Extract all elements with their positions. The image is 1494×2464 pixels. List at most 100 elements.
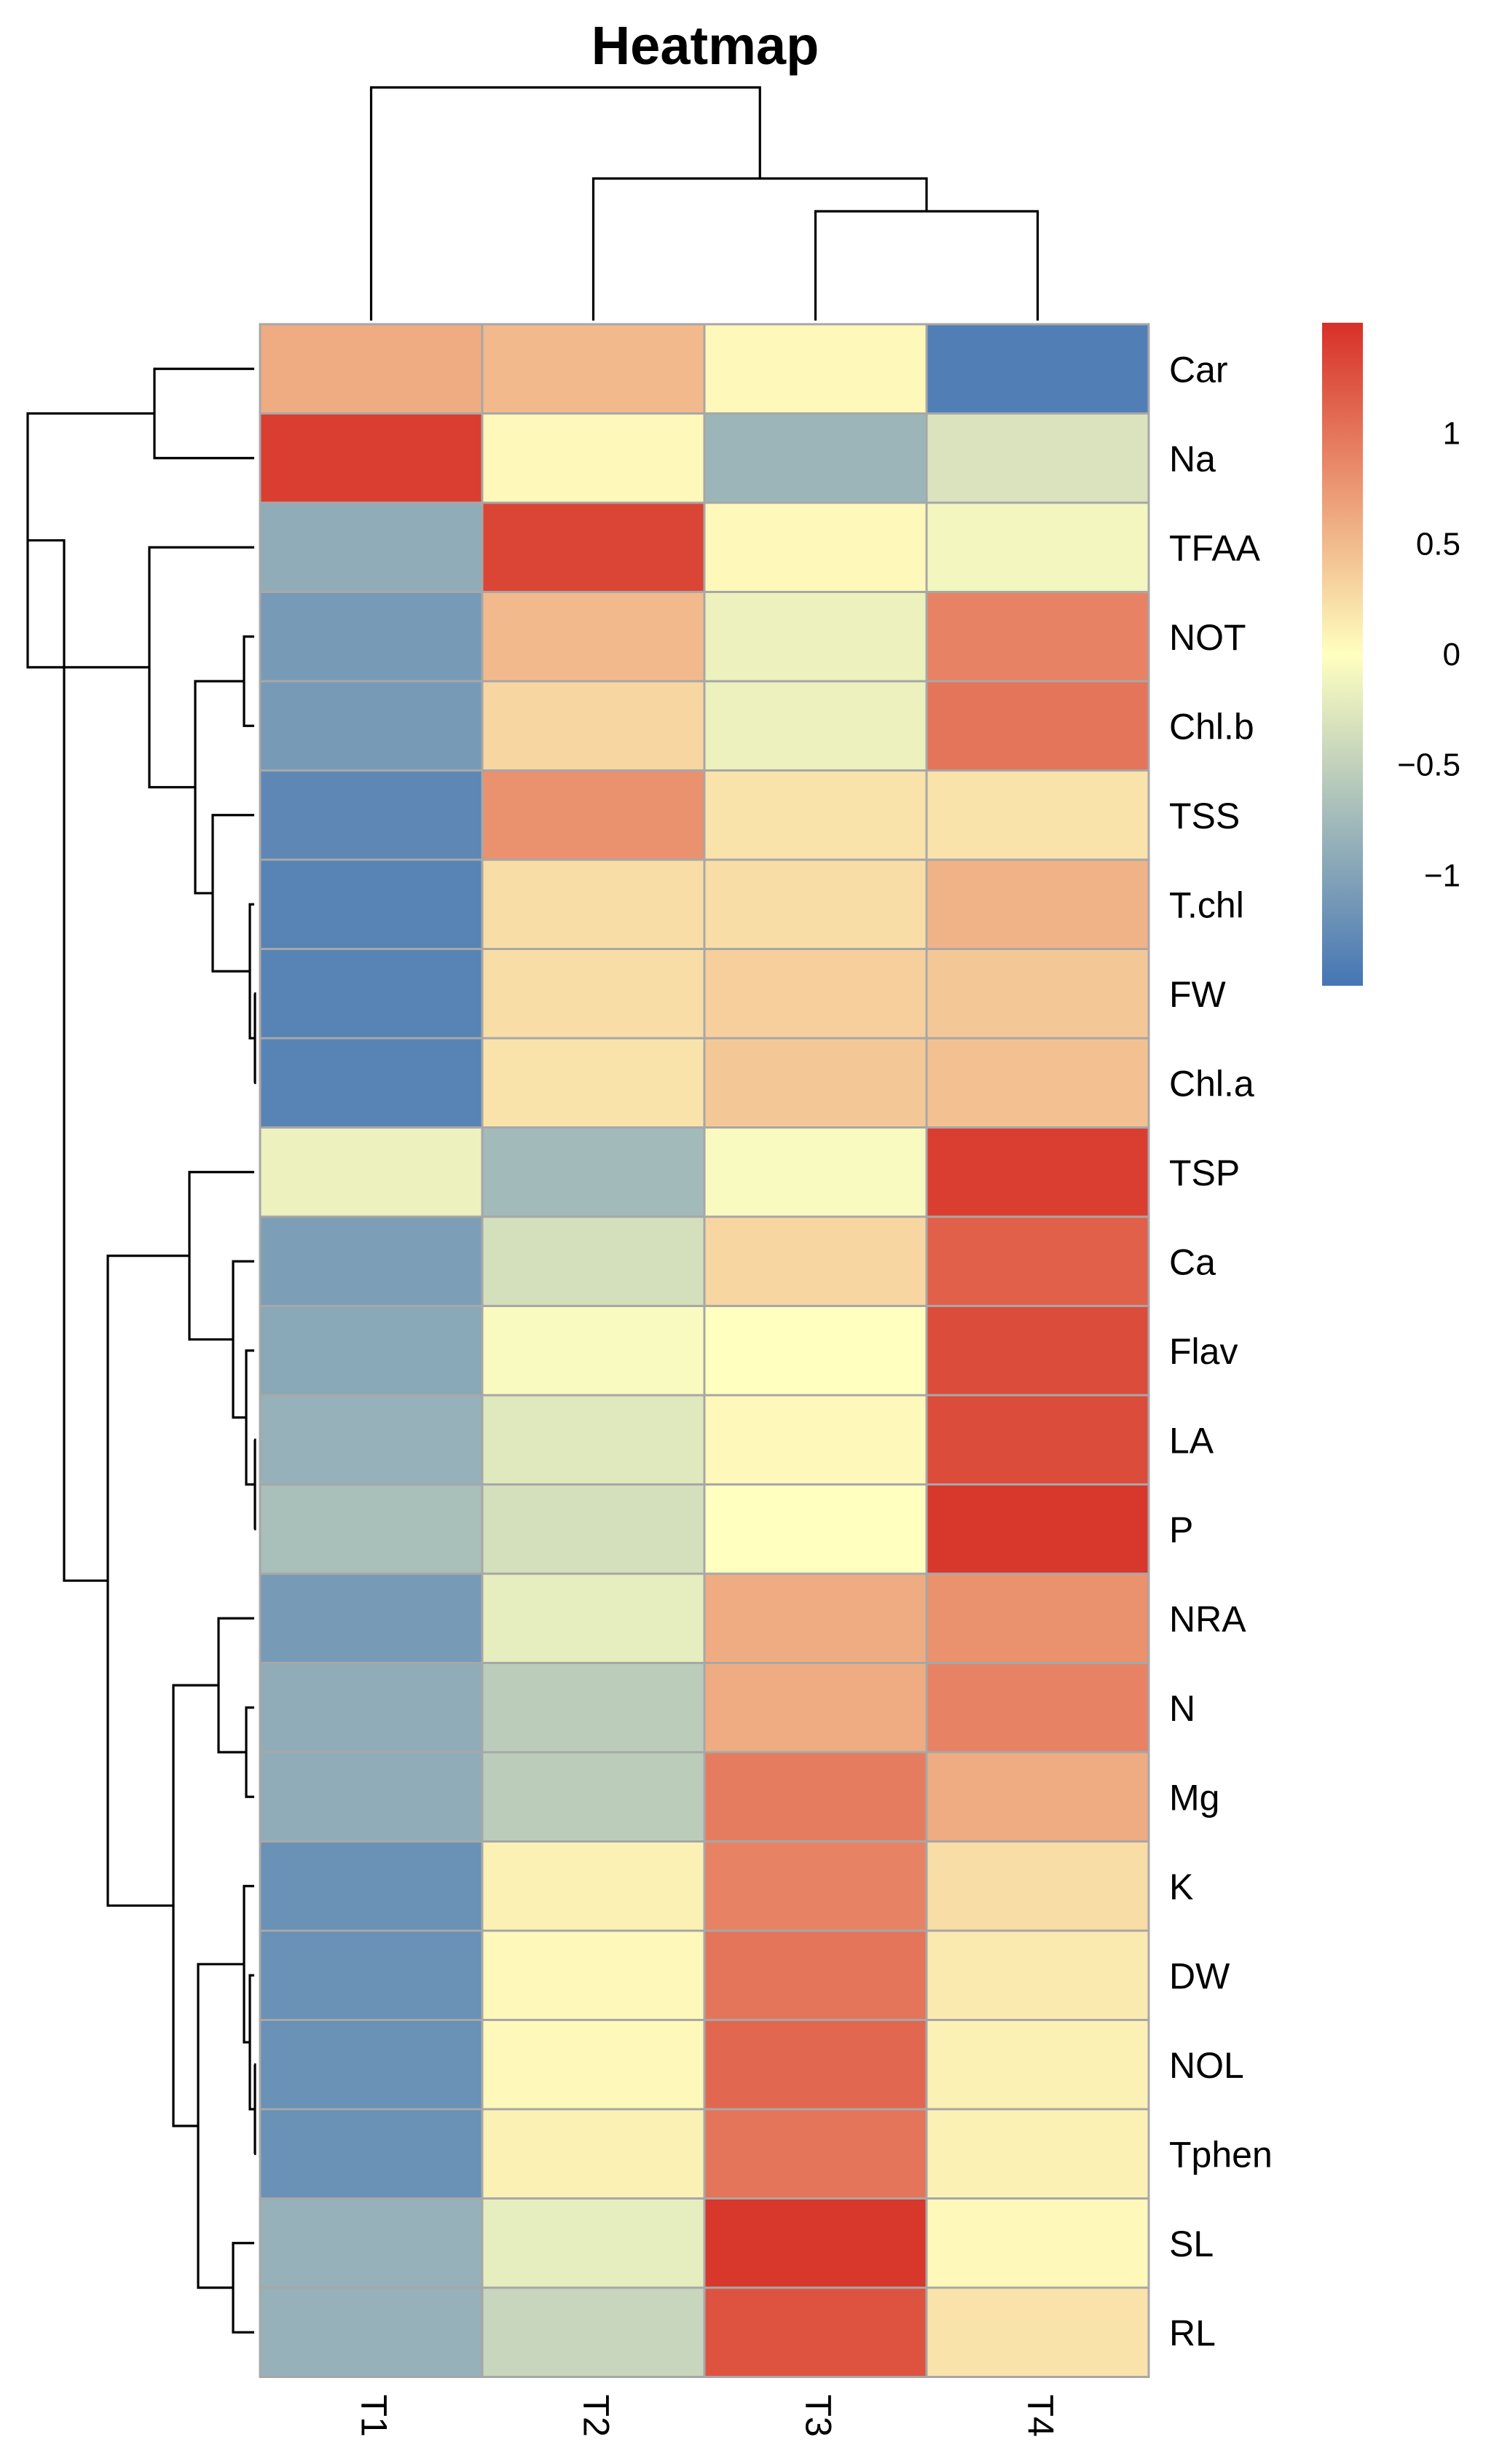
column-label-t2: T2 [575,2395,616,2437]
heatmap-cell-chl-b-t2 [481,680,706,772]
row-label-car: Car [1169,349,1228,390]
row-label-na: Na [1169,439,1216,479]
heatmap-cell-n-t4 [925,1662,1150,1754]
row-dendrogram-branch [232,2242,254,2334]
heatmap-cell-tphen-t1 [259,2108,484,2200]
heatmap-cell-mg-t3 [703,1751,928,1843]
heatmap-cell-rl-t4 [925,2286,1150,2378]
heatmap-cell-tfaa-t2 [481,501,706,593]
heatmap-cell-nra-t4 [925,1572,1150,1664]
row-label-dw: DW [1169,1955,1230,1996]
heatmap-cell-ca-t3 [703,1215,928,1307]
row-label-tsp: TSP [1169,1153,1240,1193]
row-dendrogram-branch [28,539,108,1582]
heatmap-cell-n-t1 [259,1662,484,1754]
heatmap-cell-fw-t3 [703,948,928,1040]
heatmap-cell-t-chl-t2 [481,858,706,950]
row-dendrogram-branch [188,1171,254,1341]
heatmap-cell-nra-t3 [703,1572,928,1664]
heatmap-cell-mg-t4 [925,1751,1150,1843]
heatmap-cell-chl-b-t1 [259,680,484,772]
row-dendrogram-branch [106,1254,189,1907]
row-dendrogram-branch [243,635,254,727]
heatmap-grid [259,323,1150,2378]
column-dendrogram [369,86,1039,321]
row-dendrogram-branch [232,1260,254,1419]
row-label-p: P [1169,1510,1193,1550]
row-dendrogram-branch [153,367,254,460]
heatmap-cell-t-chl-t1 [259,858,484,950]
heatmap-cell-chl-b-t4 [925,680,1150,772]
row-dendrogram-branch [245,1349,255,1486]
heatmap-cell-car-t4 [925,323,1150,415]
heatmap-cell-tphen-t4 [925,2108,1150,2200]
row-label-la: LA [1169,1420,1214,1461]
heatmap-cell-tsp-t2 [481,1126,706,1218]
row-label-chl-b: Chl.b [1169,706,1254,747]
heatmap-cell-not-t1 [259,591,484,683]
heatmap-cell-tfaa-t3 [703,501,928,593]
heatmap-cell-tfaa-t4 [925,501,1150,593]
row-label-flav: Flav [1169,1331,1238,1372]
heatmap-cell-fw-t2 [481,948,706,1040]
column-dendrogram-branch [591,177,928,321]
heatmap-cell-mg-t2 [481,1751,706,1843]
heatmap-cell-n-t3 [703,1662,928,1754]
column-dendrogram-branch [814,210,1039,321]
heatmap-cell-p-t1 [259,1483,484,1575]
heatmap-cell-nol-t3 [703,2019,928,2111]
heatmap-cell-sl-t1 [259,2197,484,2289]
heatmap-cell-chl-a-t1 [259,1037,484,1129]
heatmap-cell-chl-a-t3 [703,1037,928,1129]
column-dendrogram-branch [369,86,761,321]
heatmap-cell-n-t2 [481,1662,706,1754]
row-label-fw: FW [1169,974,1227,1015]
heatmap-cell-sl-t3 [703,2197,928,2289]
row-label-ca: Ca [1169,1241,1216,1282]
heatmap-cell-chl-a-t4 [925,1037,1150,1129]
heatmap-cell-nra-t2 [481,1572,706,1664]
heatmap-cell-sl-t4 [925,2197,1150,2289]
row-label-mg: Mg [1169,1777,1219,1818]
heatmap-cell-not-t4 [925,591,1150,683]
row-dendrogram-branch [211,814,254,973]
row-label-not: NOT [1169,617,1246,658]
row-label-t-chl: T.chl [1169,884,1244,925]
heatmap-cell-k-t3 [703,1840,928,1932]
heatmap-cell-flav-t3 [703,1305,928,1397]
heatmap-cell-tss-t3 [703,769,928,861]
heatmap-cell-tss-t1 [259,769,484,861]
heatmap-cell-la-t3 [703,1394,928,1486]
row-dendrogram-branch [148,546,254,789]
row-label-nra: NRA [1169,1598,1246,1639]
heatmap-cell-tsp-t4 [925,1126,1150,1218]
heatmap-cell-p-t2 [481,1483,706,1575]
heatmap-cell-k-t4 [925,1840,1150,1932]
legend-tick-label: −0.5 [1397,748,1460,783]
heatmap-cell-la-t4 [925,1394,1150,1486]
heatmap-cell-nra-t1 [259,1572,484,1664]
heatmap-cell-ca-t2 [481,1215,706,1307]
heatmap-cell-k-t1 [259,1840,484,1932]
heatmap-cell-ca-t4 [925,1215,1150,1307]
color-legend-bar [1322,323,1363,986]
row-dendrogram [26,367,256,2334]
heatmap-cell-nol-t4 [925,2019,1150,2111]
row-label-tss: TSS [1169,796,1240,836]
heatmap-cell-tss-t4 [925,769,1150,861]
heatmap-cell-na-t3 [703,412,928,504]
chart-title: Heatmap [591,15,819,76]
heatmap-cell-flav-t1 [259,1305,484,1397]
heatmap-cell-rl-t1 [259,2286,484,2378]
legend-tick-label: 1 [1443,416,1460,452]
heatmap-cell-tphen-t2 [481,2108,706,2200]
heatmap-cell-dw-t1 [259,1929,484,2021]
heatmap-cell-dw-t4 [925,1929,1150,2021]
row-label-sl: SL [1169,2224,1214,2264]
heatmap-cell-rl-t3 [703,2286,928,2378]
heatmap-cell-tsp-t1 [259,1126,484,1218]
heatmap-cell-chl-b-t3 [703,680,928,772]
legend-tick-label: 0 [1443,637,1460,672]
heatmap-cell-na-t4 [925,412,1150,504]
heatmap-cell-fw-t4 [925,948,1150,1040]
